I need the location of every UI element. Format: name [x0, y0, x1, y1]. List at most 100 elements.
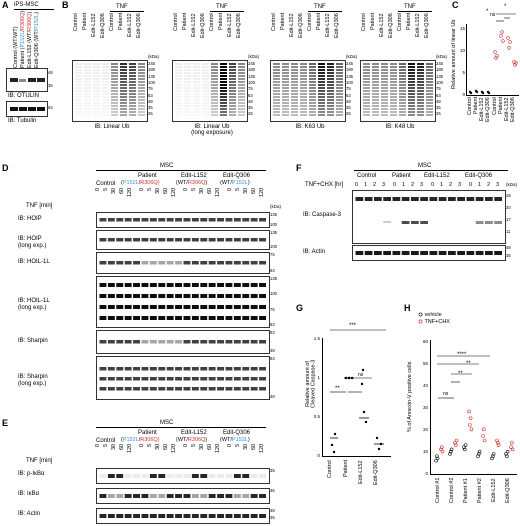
- blot-d-label: IB: Sharpin (long exp.): [18, 374, 48, 387]
- legend-tnf-chx: TNF+CHX: [418, 319, 450, 325]
- blot-f-actin: [352, 245, 506, 261]
- timepoint-label: 120: [259, 444, 265, 454]
- timepoint-label: 1: [478, 182, 482, 188]
- lane-label: Edit-L152: [415, 13, 421, 37]
- mw-marker: 100: [270, 244, 277, 249]
- mw-marker: 245: [148, 61, 155, 66]
- lane-label: Edit-L152: [379, 13, 385, 37]
- mw-marker: 180: [248, 67, 255, 73]
- timepoint-label: 120: [127, 188, 133, 198]
- blot-d-label: IB: HOIP: [18, 216, 42, 222]
- mw-marker: 48: [270, 348, 275, 353]
- blot-f-label: IB: Actin: [303, 249, 326, 255]
- mw-marker: 63: [270, 330, 275, 335]
- mw-marker: 100: [248, 79, 255, 85]
- mw-marker: 35: [270, 488, 275, 493]
- mw-marker: 135: [270, 276, 277, 281]
- mw-marker: 48: [346, 98, 351, 104]
- mw-marker: 48: [248, 98, 253, 104]
- lane-label: Patient: [280, 13, 286, 31]
- timepoint-label: 5: [147, 444, 153, 448]
- timepoint-label: 1: [440, 182, 444, 188]
- mw-marker: 35: [506, 253, 511, 258]
- lane-label: Control: [73, 13, 79, 31]
- lane-label: Edit-Q306: [136, 13, 142, 38]
- lane-label: Edit-Q306: [334, 13, 340, 38]
- mw-marker: 63: [270, 268, 275, 273]
- blot-e-label: IB: p-IκBα: [18, 471, 45, 477]
- blot-e-1: [96, 468, 270, 484]
- lane-label: Patient: [182, 13, 188, 31]
- timepoint-label: 3: [496, 182, 500, 188]
- timepoint-label: 30: [199, 444, 205, 451]
- blot-d-5: [96, 330, 270, 354]
- mw-marker: 25: [506, 193, 511, 198]
- timepoint-label: 3: [382, 182, 386, 188]
- blot-d-label: IB: HOIP (long exp.): [18, 236, 47, 249]
- blot-b-label: IB: K63 Ub: [295, 124, 325, 130]
- blot-d-6: [96, 356, 270, 400]
- panel-label-f: F: [296, 163, 302, 173]
- panel-label-b: B: [62, 0, 69, 10]
- otulin-blot: [6, 68, 48, 92]
- mw-marker: 35: [346, 105, 351, 111]
- mw-marker: 63: [270, 322, 275, 327]
- mw-marker: 25: [436, 111, 441, 117]
- mw-marker: 180: [346, 67, 353, 73]
- lane-label: Patient: [218, 13, 224, 31]
- timepoint-label: 30: [243, 188, 249, 195]
- timepoint-label: 0: [95, 188, 101, 192]
- mw-marker: 35: [270, 515, 275, 520]
- mw-marker: 48: [270, 394, 275, 399]
- timepoint-label: 30: [155, 444, 161, 451]
- panel-label-d: D: [2, 163, 9, 173]
- mw-marker: 75: [270, 306, 275, 312]
- timepoint-label: 2: [373, 182, 377, 188]
- blot-f-caspase3: [352, 190, 506, 244]
- lane-label: Edit-L152: [191, 13, 197, 37]
- mw-marker: 48: [270, 508, 275, 513]
- timepoint-label: 120: [171, 444, 177, 454]
- mw-marker: 25: [346, 111, 351, 117]
- timepoint-label: 5: [191, 444, 197, 448]
- timepoint-label: 60: [163, 444, 169, 451]
- timepoint-label: 1: [364, 182, 368, 188]
- lane-label: Control: [209, 13, 215, 31]
- lane-label: Edit-Q306: [298, 13, 304, 38]
- timepoint-label: 120: [127, 444, 133, 454]
- mw-marker: 100: [270, 291, 277, 297]
- lane-label: Edit-L152: [289, 13, 295, 37]
- mw-marker: 63: [436, 92, 441, 98]
- lane-label: Patient: [316, 13, 322, 31]
- blot-d-label: IB: HOIL-1L (long exp.): [18, 298, 50, 311]
- blot-b-2: [172, 60, 248, 122]
- mw-marker: 135: [436, 73, 443, 79]
- panel-a-lane-labels: Control (WT/WT) Patient (P152L/R306Q) Ed…: [13, 10, 40, 68]
- blot-e-label: IB: IκBα: [18, 491, 40, 497]
- lane-label: Control: [173, 13, 179, 31]
- mw-marker: 35: [148, 105, 153, 111]
- blot-e-3: [96, 508, 270, 524]
- blot-b-label: IB: Linear Ub: [94, 124, 130, 130]
- timepoint-label: 30: [155, 188, 161, 195]
- mw-marker: 63: [270, 356, 275, 361]
- mw-marker: 48: [436, 98, 441, 104]
- timepoint-label: 3: [420, 182, 424, 188]
- panel-label-e: E: [2, 418, 9, 428]
- timepoint-label: 5: [103, 188, 109, 192]
- mw-marker: 135: [148, 73, 155, 79]
- mw-marker: 35: [248, 105, 253, 111]
- panel-label-h: H: [404, 303, 411, 313]
- mw-marker: 35: [270, 468, 275, 473]
- otulin-label: IB: OTULIN: [8, 93, 40, 99]
- timepoint-label: 0: [227, 444, 233, 448]
- timepoint-label: 2: [487, 182, 491, 188]
- timepoint-label: 60: [207, 188, 213, 195]
- timepoint-label: 0: [355, 182, 359, 188]
- timepoint-label: 2: [449, 182, 453, 188]
- panel-label-a: A: [2, 0, 9, 10]
- mw-marker: 75: [148, 86, 153, 92]
- blot-d-label: IB: HOIL-1L: [18, 259, 50, 265]
- timepoint-label: 30: [199, 188, 205, 195]
- lane-label: Patient: [406, 13, 412, 31]
